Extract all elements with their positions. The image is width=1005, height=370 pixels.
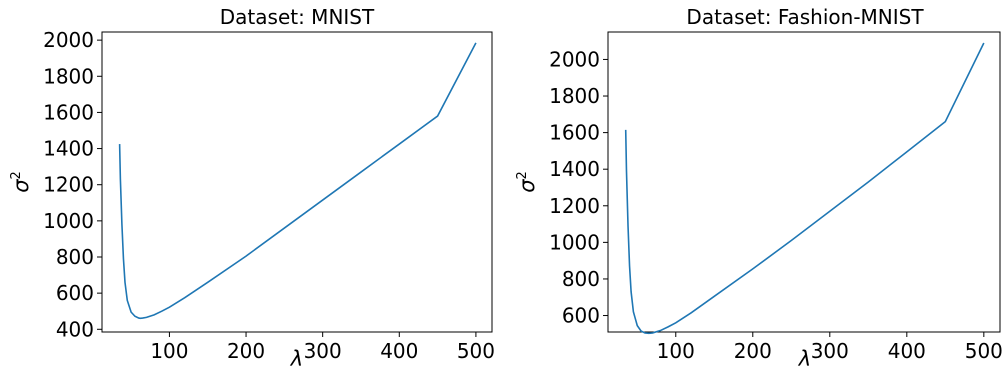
x-tick-label: 500 — [457, 339, 495, 363]
y-tick-label: 400 — [56, 317, 94, 341]
y-tick-label: 800 — [562, 267, 600, 291]
y-tick-label: 2000 — [43, 28, 94, 52]
x-axis-ticks: 100 200 300 400 500 — [657, 332, 1003, 363]
plot-frame — [101, 31, 493, 333]
x-tick-label: 300 — [304, 339, 342, 363]
y-axis-ticks: 600 800 1000 1200 1400 1600 1800 2000 — [549, 47, 608, 328]
y-tick-label: 1400 — [43, 137, 94, 161]
y-tick-label: 1600 — [43, 100, 94, 124]
series-line — [118, 42, 477, 320]
y-tick-label: 1800 — [549, 84, 600, 108]
x-tick-label: 500 — [965, 339, 1003, 363]
y-tick-label: 1000 — [549, 230, 600, 254]
y-axis-ticks: 400 600 800 1000 1200 1400 1600 1800 2000 — [43, 28, 102, 341]
x-tick-label: 400 — [380, 339, 418, 363]
series-line — [624, 42, 985, 335]
chart-title: Dataset: Fashion-MNIST — [686, 5, 924, 29]
y-axis-label: σ2 — [9, 171, 33, 193]
y-tick-label: 600 — [56, 281, 94, 305]
y-tick-label: 1800 — [43, 64, 94, 88]
x-tick-label: 200 — [734, 339, 772, 363]
y-axis-label: σ2 — [515, 171, 539, 193]
plot-frame — [607, 31, 1001, 333]
y-tick-label: 2000 — [549, 47, 600, 71]
y-tick-label: 600 — [562, 304, 600, 328]
x-tick-label: 300 — [811, 339, 849, 363]
chart-fashion-mnist: Dataset: Fashion-MNIST 100 200 300 400 500 6… — [515, 5, 1003, 370]
x-tick-label: 100 — [657, 339, 695, 363]
x-axis-ticks: 100 200 300 400 500 — [150, 332, 495, 363]
x-tick-label: 100 — [150, 339, 188, 363]
x-tick-label: 400 — [888, 339, 926, 363]
y-tick-label: 1600 — [549, 121, 600, 145]
y-tick-label: 1200 — [549, 194, 600, 218]
x-axis-label: λ — [290, 347, 303, 370]
y-tick-label: 1400 — [549, 157, 600, 181]
chart-mnist: Dataset: MNIST 100 200 300 400 500 400 600 800… — [9, 5, 495, 370]
y-tick-label: 1200 — [43, 173, 94, 197]
chart-title: Dataset: MNIST — [220, 5, 375, 29]
y-tick-label: 800 — [56, 245, 94, 269]
x-axis-label: λ — [798, 347, 811, 370]
x-tick-label: 200 — [227, 339, 265, 363]
y-tick-label: 1000 — [43, 209, 94, 233]
